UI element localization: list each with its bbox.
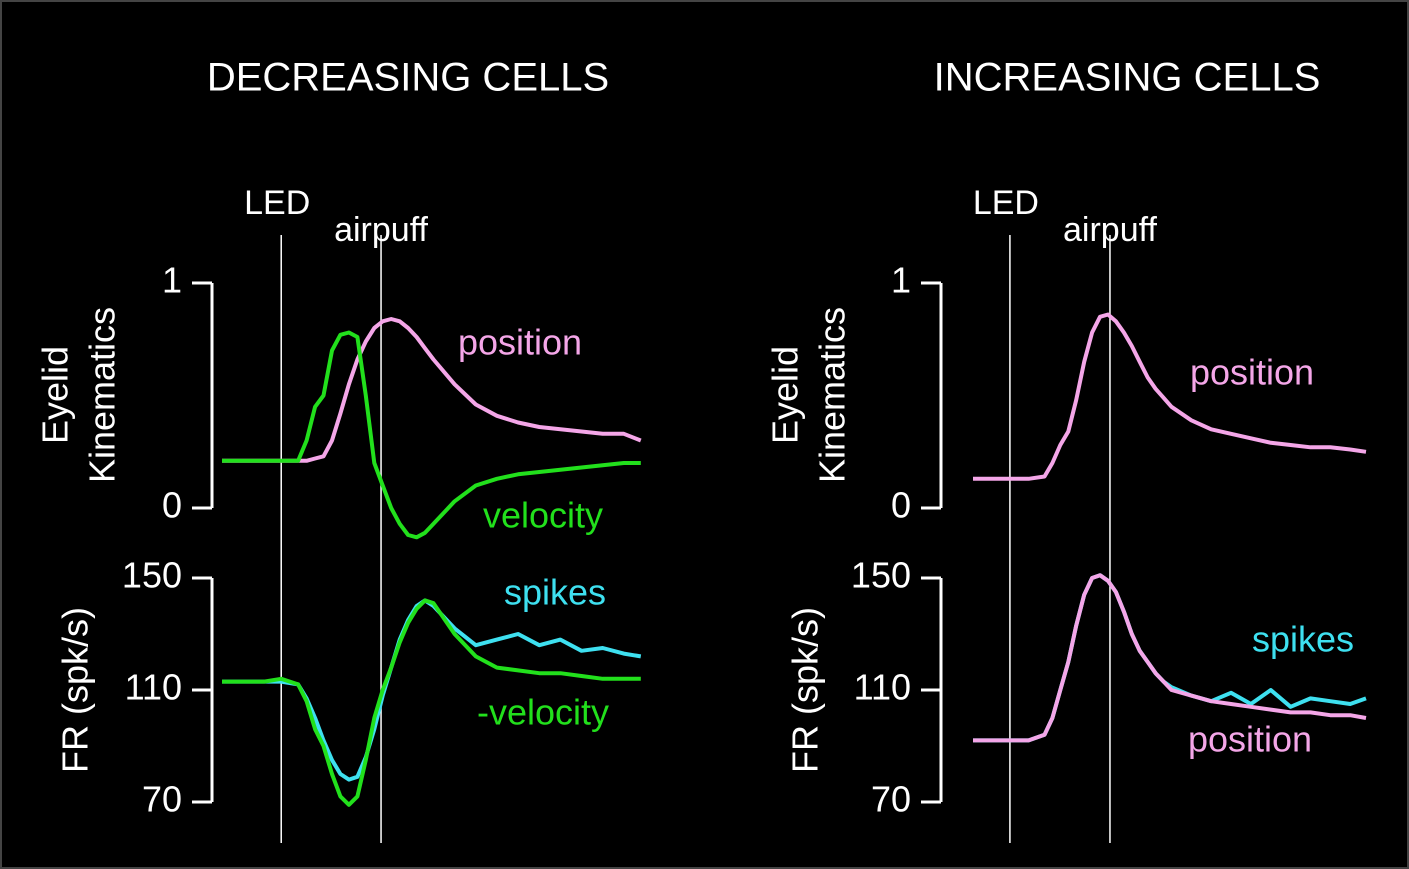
data-line (973, 573, 1367, 743)
series-label: velocity (483, 495, 603, 536)
y-tick-label: 1 (162, 260, 182, 301)
y-axis-label: Eyelid (765, 346, 806, 444)
y-tick-label: 110 (125, 667, 182, 708)
chart-title: DECREASING CELLS (207, 56, 609, 100)
y-tick-label: 110 (854, 667, 911, 708)
event-label: LED (244, 184, 310, 222)
series-label: spikes (504, 572, 606, 613)
y-tick-label: 70 (871, 779, 911, 820)
y-tick-label: 0 (162, 485, 182, 526)
y-axis-label: Kinematics (82, 307, 123, 483)
y-tick-label: 70 (142, 779, 182, 820)
series-label: spikes (1252, 619, 1354, 660)
y-axis-label: FR (spk/s) (55, 607, 96, 773)
y-tick-label: 0 (891, 485, 911, 526)
data-line (222, 598, 641, 807)
series-label: position (1188, 719, 1312, 760)
series-label: position (458, 322, 582, 363)
event-label: airpuff (334, 211, 428, 249)
y-axis-label: Eyelid (35, 346, 76, 444)
y-tick-label: 1 (891, 260, 911, 301)
y-tick-label: 150 (851, 555, 911, 596)
y-axis-label: Kinematics (812, 307, 853, 483)
series-label: position (1190, 352, 1314, 393)
data-line (222, 598, 642, 782)
series-label: -velocity (477, 692, 609, 733)
data-line (973, 312, 1367, 481)
chart-title: INCREASING CELLS (934, 56, 1321, 100)
y-axis-label: FR (spk/s) (785, 607, 826, 773)
event-label: LED (973, 184, 1039, 222)
data-line (222, 317, 642, 463)
y-tick-label: 150 (122, 555, 182, 596)
event-label: airpuff (1063, 211, 1157, 249)
data-line (222, 330, 641, 540)
